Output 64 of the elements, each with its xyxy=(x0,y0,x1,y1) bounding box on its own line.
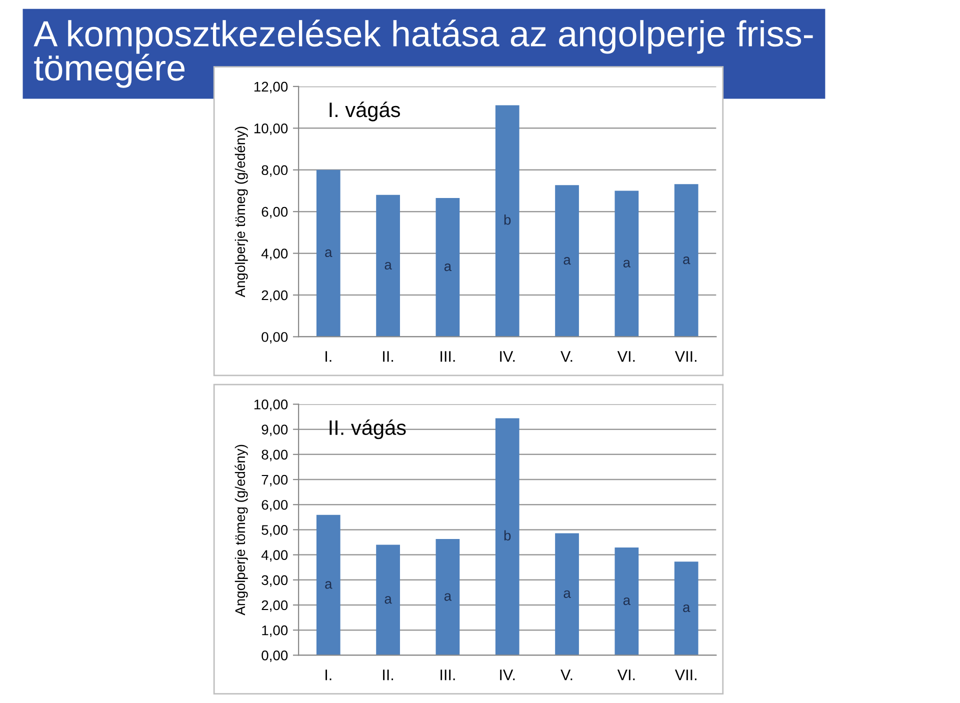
data-label: a xyxy=(384,262,392,270)
data-label: a xyxy=(564,590,571,598)
data-label: a xyxy=(683,604,690,612)
y-tick-label: 8,00 xyxy=(262,450,288,462)
y-tick-label: 10,00 xyxy=(254,400,288,412)
bar xyxy=(495,418,520,656)
x-tick-label: III. xyxy=(440,670,455,680)
bar xyxy=(674,562,698,656)
y-tick-label: 6,00 xyxy=(262,500,288,512)
y-tick-label: 0,00 xyxy=(262,332,288,344)
y-axis-title: Angolperje tömeg (g/edény) xyxy=(234,444,248,616)
data-label: b xyxy=(504,214,511,225)
y-tick-label: 0,00 xyxy=(262,650,288,662)
x-tick-label: II. xyxy=(383,351,394,362)
x-tick-label: VII. xyxy=(674,351,696,362)
bar xyxy=(614,548,639,656)
y-tick-label: 7,00 xyxy=(262,474,288,486)
data-label: a xyxy=(564,257,571,265)
y-tick-label: 10,00 xyxy=(254,124,288,135)
text: II. vágás xyxy=(330,419,406,440)
y-tick-label: 6,00 xyxy=(262,206,288,218)
bar xyxy=(495,105,520,337)
y-tick-label: 5,00 xyxy=(262,525,288,537)
text: I. vágás xyxy=(330,102,400,122)
y-tick-label: 4,00 xyxy=(261,248,288,260)
x-tick-label: IV. xyxy=(500,670,515,680)
x-tick-label: II. xyxy=(383,670,394,680)
data-label: a xyxy=(683,256,690,264)
x-tick-label: VI. xyxy=(617,351,635,362)
y-tick-label: 8,00 xyxy=(262,165,288,177)
x-tick-label: V. xyxy=(560,351,572,362)
x-tick-label: VI. xyxy=(617,670,635,680)
bar xyxy=(555,533,579,656)
y-tick-label: 2,00 xyxy=(262,600,288,612)
x-tick-label: I. xyxy=(326,351,332,362)
bar xyxy=(436,538,460,656)
y-axis-title: Angolperje tömeg (g/edény) xyxy=(234,126,248,298)
bar xyxy=(674,184,698,337)
bar xyxy=(316,514,340,656)
x-tick-label: VII. xyxy=(674,670,696,680)
data-label: a xyxy=(623,260,631,268)
data-label: a xyxy=(325,249,332,258)
y-tick-label: 3,00 xyxy=(262,575,288,587)
y-tick-label: 12,00 xyxy=(254,82,288,94)
data-label: a xyxy=(623,597,631,606)
bar xyxy=(436,198,460,337)
x-tick-label: I. xyxy=(326,670,332,680)
bar xyxy=(614,190,639,337)
bar xyxy=(555,185,579,337)
data-label: b xyxy=(504,530,511,540)
bar xyxy=(376,544,400,656)
y-tick-label: 9,00 xyxy=(262,424,288,436)
x-tick-label: V. xyxy=(560,670,572,680)
y-tick-label: 1,00 xyxy=(262,625,288,637)
y-tick-label: 2,00 xyxy=(262,290,288,302)
data-label: a xyxy=(325,581,332,589)
data-label: a xyxy=(384,596,392,604)
data-label: a xyxy=(444,593,452,601)
bar xyxy=(316,170,340,337)
data-label: a xyxy=(444,264,452,272)
bar xyxy=(376,194,400,337)
y-tick-label: 4,00 xyxy=(261,550,288,562)
x-tick-label: III. xyxy=(440,351,455,362)
x-tick-label: IV. xyxy=(500,351,515,362)
